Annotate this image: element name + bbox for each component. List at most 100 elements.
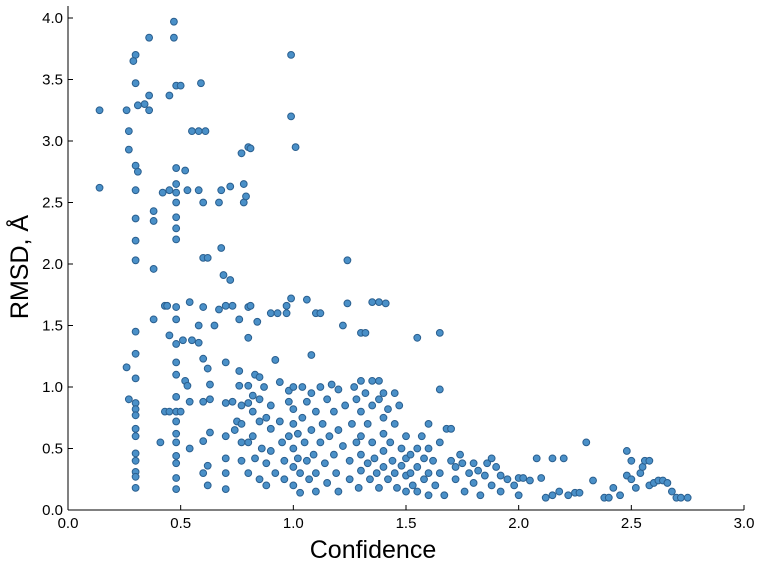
data-point xyxy=(221,454,230,463)
x-tick-label: 1.0 xyxy=(283,515,304,532)
data-point xyxy=(140,100,149,108)
data-point xyxy=(465,469,473,478)
data-point xyxy=(203,253,212,262)
data-point xyxy=(172,459,181,468)
data-point xyxy=(226,182,235,191)
data-point xyxy=(199,354,208,363)
data-point xyxy=(384,405,392,414)
data-point xyxy=(131,349,140,358)
data-point xyxy=(361,389,370,398)
data-point xyxy=(357,376,365,385)
data-point xyxy=(683,493,692,502)
data-point xyxy=(357,466,365,475)
data-point xyxy=(172,303,181,311)
data-point xyxy=(451,463,460,471)
data-point xyxy=(199,303,208,311)
data-point xyxy=(469,479,478,487)
data-point xyxy=(228,301,237,310)
data-point xyxy=(244,333,253,342)
data-point xyxy=(384,475,392,484)
data-point xyxy=(397,444,406,453)
data-point xyxy=(296,488,304,497)
data-point xyxy=(311,469,320,478)
x-tick-label: 2.5 xyxy=(621,515,642,532)
data-point xyxy=(289,481,298,490)
data-point xyxy=(95,183,104,192)
data-point xyxy=(230,426,239,434)
data-point xyxy=(287,294,295,303)
y-tick-label: 0.5 xyxy=(42,441,63,458)
data-point xyxy=(131,449,140,458)
data-point xyxy=(514,491,523,500)
data-point xyxy=(217,244,226,252)
data-point xyxy=(627,475,636,484)
data-point xyxy=(307,389,316,398)
data-point xyxy=(203,461,212,470)
data-point xyxy=(589,476,597,485)
data-point xyxy=(357,407,365,416)
data-point xyxy=(194,338,203,347)
data-point xyxy=(363,459,372,468)
data-point xyxy=(165,407,174,416)
data-point xyxy=(199,469,208,478)
data-point xyxy=(302,397,311,406)
data-point xyxy=(133,101,142,110)
data-point xyxy=(197,79,205,88)
data-point xyxy=(420,454,428,463)
data-point xyxy=(366,475,374,484)
data-point xyxy=(408,481,417,490)
data-point xyxy=(228,397,237,406)
data-point xyxy=(131,256,140,265)
data-point xyxy=(203,364,212,373)
data-point xyxy=(172,224,181,233)
data-point xyxy=(293,429,302,438)
data-point xyxy=(221,399,230,407)
data-point xyxy=(631,483,640,492)
data-point xyxy=(244,438,253,447)
data-point xyxy=(248,432,257,441)
data-point xyxy=(172,429,181,438)
data-point xyxy=(379,429,388,438)
data-point xyxy=(375,376,383,385)
data-point xyxy=(397,461,406,470)
data-point xyxy=(483,459,492,468)
data-point xyxy=(131,327,140,336)
data-point xyxy=(372,469,381,478)
data-point xyxy=(393,483,401,492)
data-point xyxy=(334,487,343,496)
y-tick-label: 3.0 xyxy=(42,133,63,150)
data-point xyxy=(266,309,275,318)
data-point xyxy=(316,438,325,447)
data-point xyxy=(287,51,295,59)
data-point xyxy=(667,487,676,496)
data-point xyxy=(352,395,361,404)
data-point xyxy=(298,413,307,422)
data-point xyxy=(339,442,347,450)
data-point xyxy=(609,483,618,492)
data-point xyxy=(194,321,203,330)
data-point xyxy=(282,309,291,318)
data-point xyxy=(645,456,654,465)
data-point xyxy=(469,459,478,468)
data-point xyxy=(124,127,133,136)
data-point xyxy=(406,450,415,459)
data-point xyxy=(226,276,235,284)
data-point xyxy=(172,358,181,367)
data-point xyxy=(255,373,264,382)
data-point xyxy=(262,481,271,490)
data-point xyxy=(289,444,298,453)
data-point xyxy=(131,411,140,420)
data-point xyxy=(163,301,172,310)
data-point xyxy=(185,444,194,453)
data-point xyxy=(203,481,212,490)
data-point xyxy=(429,456,437,465)
data-point xyxy=(219,271,228,279)
data-point xyxy=(300,438,309,447)
x-axis-label: Confidence xyxy=(310,536,436,564)
data-point xyxy=(217,186,226,195)
data-point xyxy=(302,295,311,304)
data-point xyxy=(582,438,591,447)
data-point xyxy=(172,213,181,222)
data-point xyxy=(131,186,140,195)
data-point xyxy=(246,144,255,153)
